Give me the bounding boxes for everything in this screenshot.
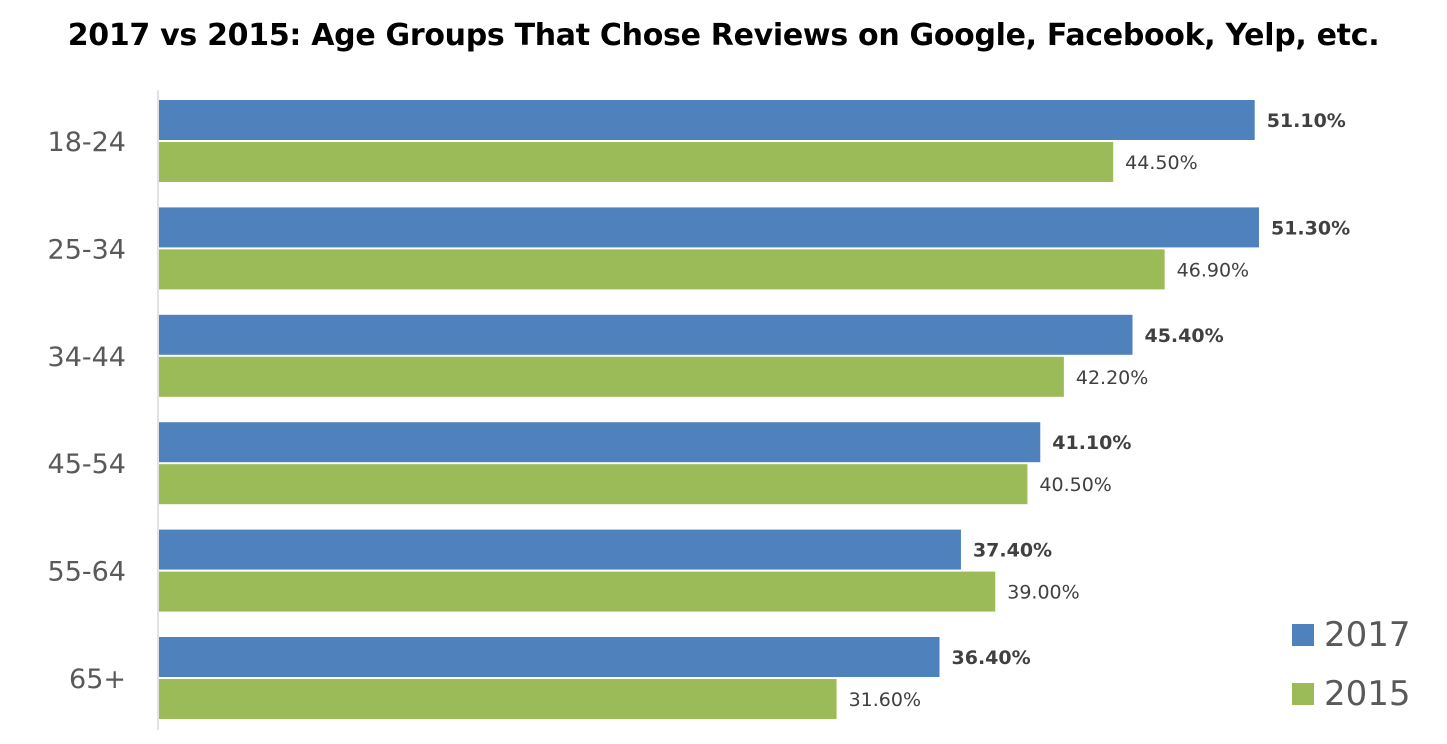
data-label-2015-0: 44.50% bbox=[1125, 152, 1197, 174]
data-label-2015-1: 46.90% bbox=[1177, 259, 1249, 281]
data-label-2017-5: 36.40% bbox=[952, 647, 1031, 669]
bar-2015-1 bbox=[159, 249, 1165, 290]
data-label-2017-0: 51.10% bbox=[1267, 110, 1346, 132]
legend-label-2017: 2017 bbox=[1324, 615, 1411, 655]
category-label-65: 65+ bbox=[69, 664, 126, 695]
bar-2015-5 bbox=[159, 679, 837, 719]
bar-2015-3 bbox=[159, 464, 1028, 505]
legend-label-2015: 2015 bbox=[1324, 674, 1411, 714]
category-label-55-64: 55-64 bbox=[48, 557, 126, 588]
chart-title: 2017 vs 2015: Age Groups That Chose Revi… bbox=[67, 18, 1380, 53]
data-label-2017-1: 51.30% bbox=[1271, 217, 1350, 239]
legend-swatch-2017 bbox=[1292, 624, 1314, 646]
data-label-2015-3: 40.50% bbox=[1039, 474, 1111, 496]
category-label-18-24: 18-24 bbox=[48, 127, 126, 158]
bar-2017-3 bbox=[159, 422, 1041, 463]
data-label-2015-2: 42.20% bbox=[1076, 367, 1148, 389]
data-label-2015-5: 31.60% bbox=[849, 689, 921, 711]
bars-layer bbox=[159, 100, 1259, 719]
data-label-2017-3: 41.10% bbox=[1052, 432, 1131, 454]
legend: 2017 2015 bbox=[1292, 615, 1411, 714]
bar-2015-2 bbox=[159, 356, 1064, 397]
bar-2015-4 bbox=[159, 571, 996, 612]
bar-2017-1 bbox=[159, 207, 1259, 248]
data-label-2017-4: 37.40% bbox=[973, 540, 1052, 562]
bar-2017-2 bbox=[159, 314, 1133, 355]
bar-2015-0 bbox=[159, 142, 1114, 182]
category-label-25-34: 25-34 bbox=[48, 234, 126, 265]
category-label-45-54: 45-54 bbox=[48, 449, 126, 480]
labels-layer: 18-24 51.10% 44.50% 25-34 51.30% 46.90% 34-44 4… bbox=[48, 110, 1351, 711]
bar-2017-4 bbox=[159, 529, 961, 570]
bar-2017-0 bbox=[159, 100, 1255, 140]
data-label-2017-2: 45.40% bbox=[1144, 325, 1223, 347]
data-label-2015-4: 39.00% bbox=[1007, 582, 1079, 604]
bar-2017-5 bbox=[159, 637, 940, 677]
category-label-34-44: 34-44 bbox=[48, 342, 126, 373]
legend-swatch-2015 bbox=[1292, 683, 1314, 705]
